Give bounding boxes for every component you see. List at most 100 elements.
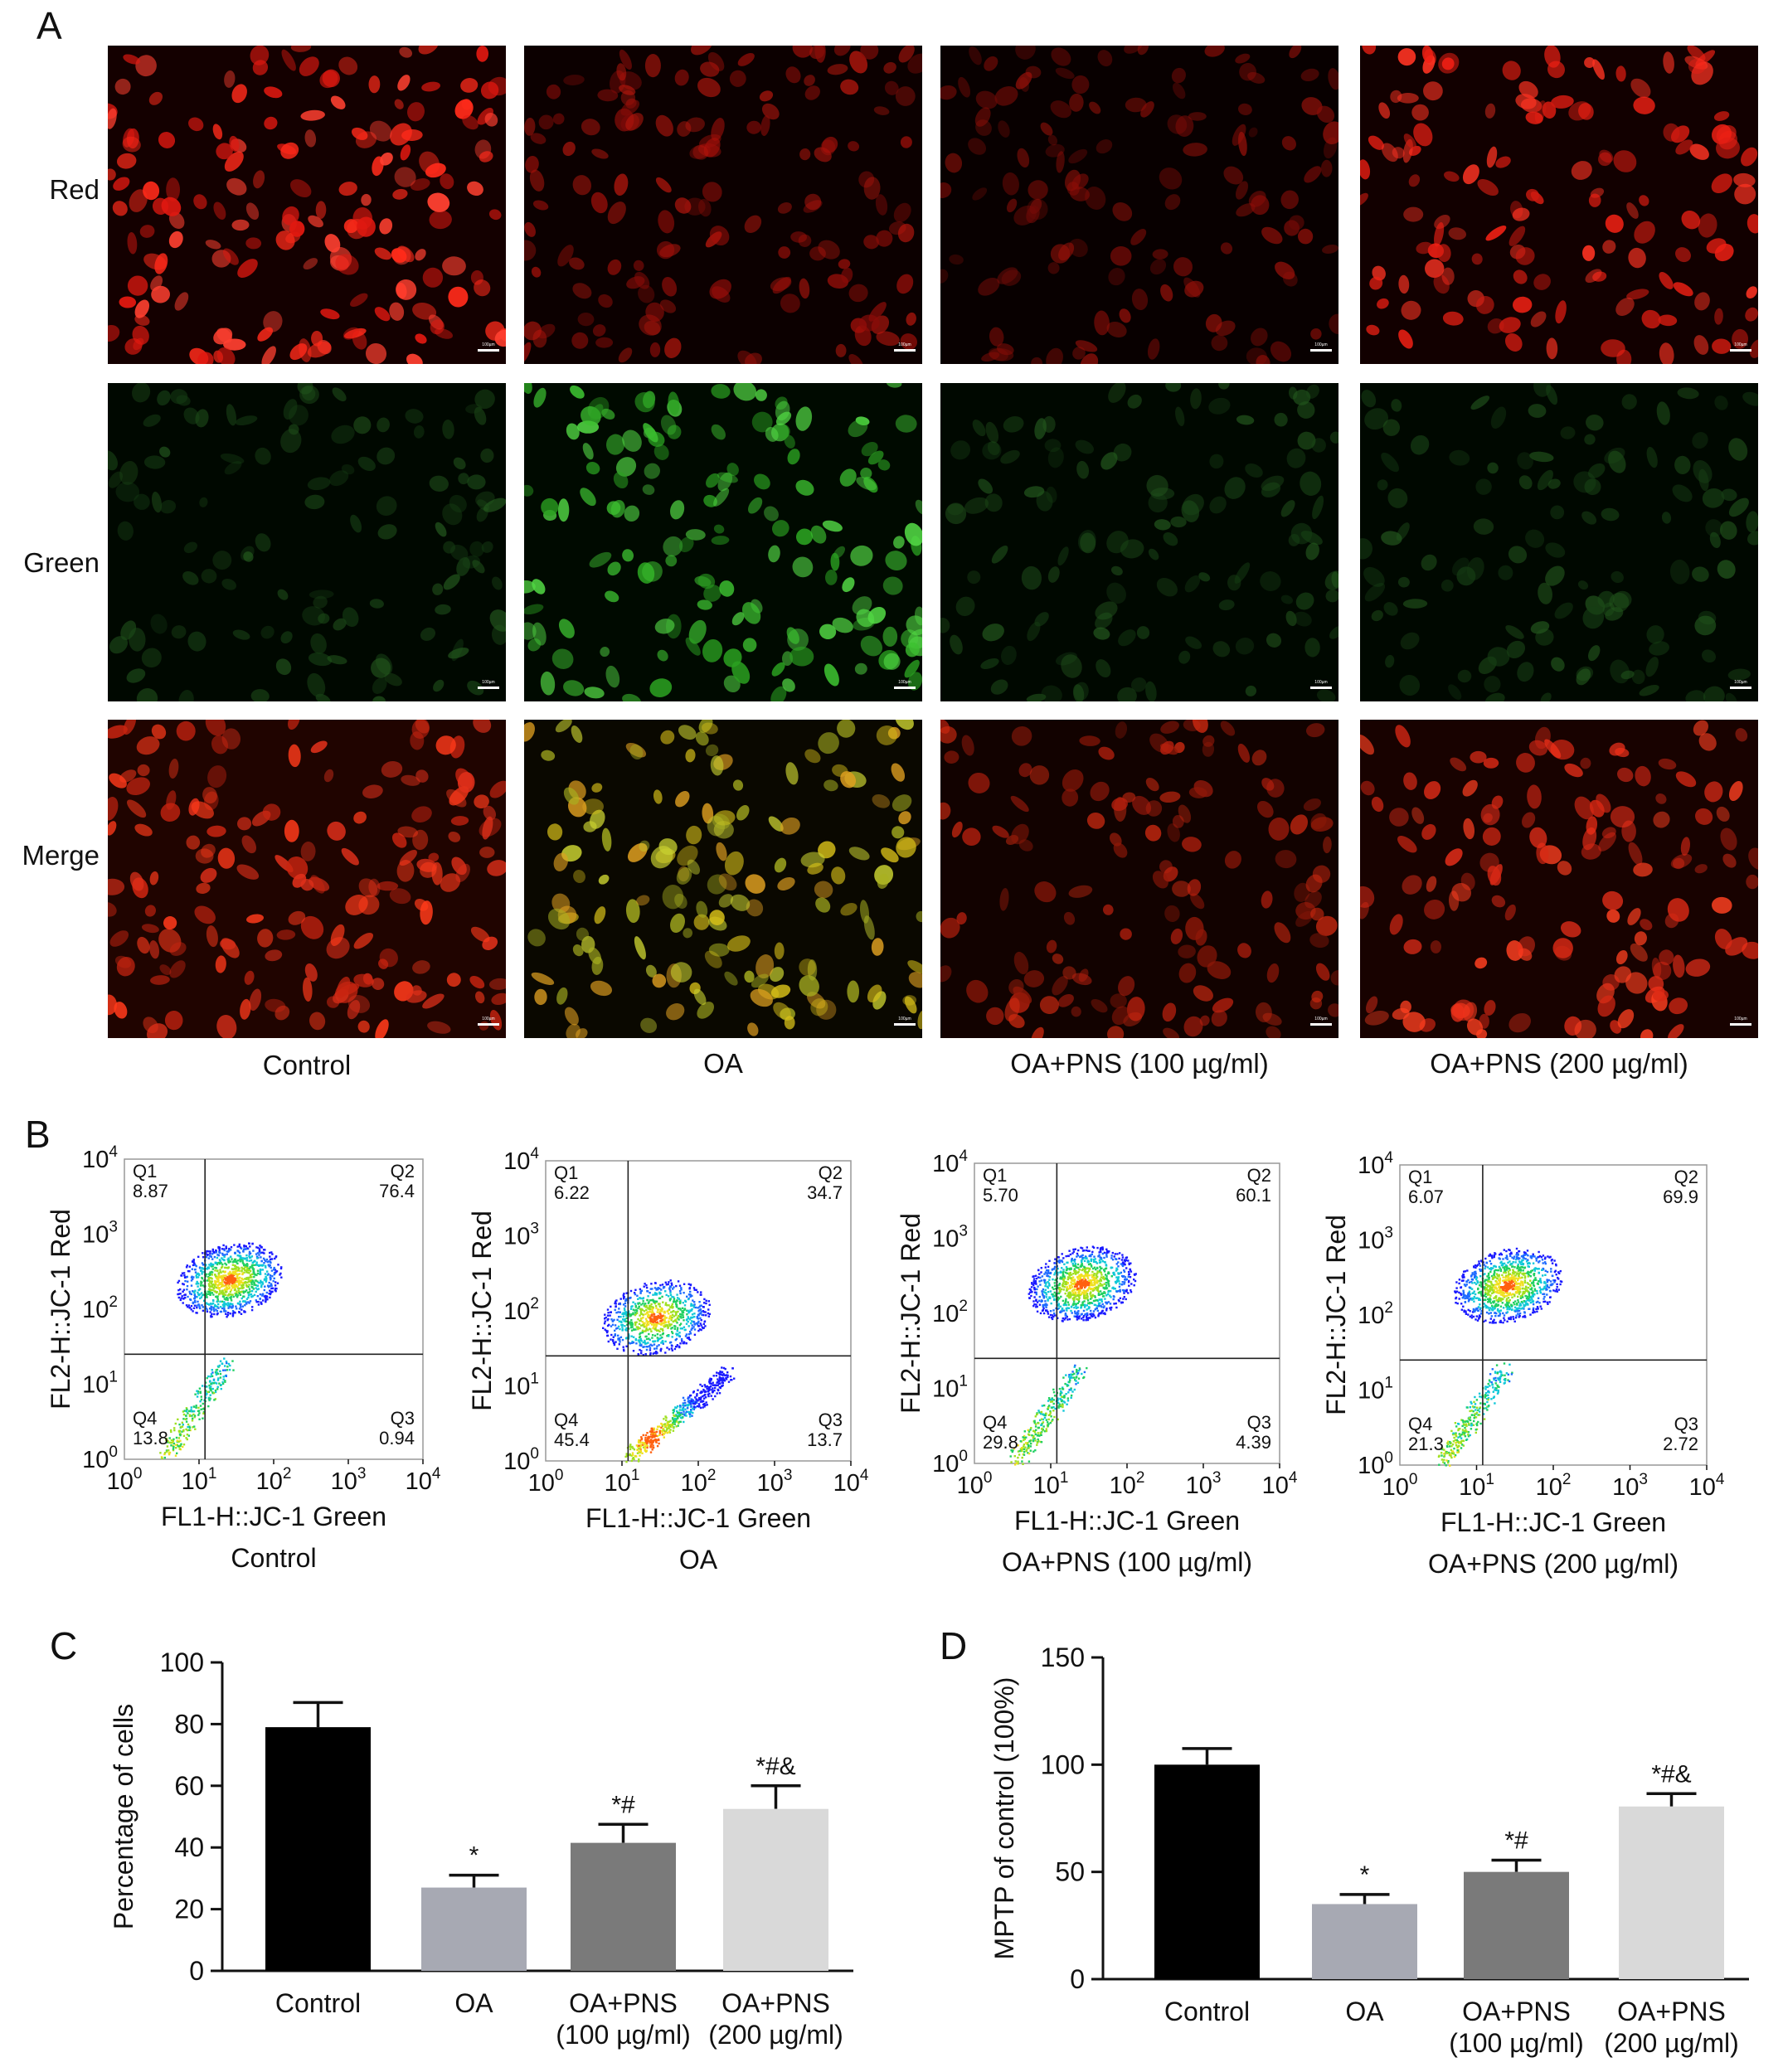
scale-bar: 100µm [478,342,499,352]
x-tick-label: 102 [681,1467,717,1497]
scale-bar: 100µm [478,1017,499,1026]
flow-x-axis-label: FL1-H::JC-1 Green [1440,1507,1666,1537]
significance-label: * [1360,1861,1370,1889]
y-tick-label: 102 [503,1295,539,1325]
quadrant-label-q4: Q4 [1408,1414,1432,1434]
x-tick-label: 101 [605,1467,640,1497]
y-tick-label: 20 [174,1895,204,1924]
x-tick-label: 101 [1459,1471,1494,1501]
x-tick-label: OA+PNS [1462,1997,1571,2026]
flow-group-label: OA+PNS (200 µg/ml) [1428,1549,1679,1579]
scale-bar: 100µm [1310,1017,1332,1026]
y-tick-label: 103 [82,1219,118,1249]
x-tick-label: 100 [528,1467,564,1497]
flow-y-axis-label: FL2-H::JC-1 Red [896,1213,926,1414]
col-label-control: Control [262,1050,352,1080]
flow-plot-2: Q16.22Q234.7Q445.4Q313.71001001011011021… [467,1145,869,1575]
quadrant-label-q2: Q2 [391,1161,415,1182]
y-tick-label: 103 [1358,1225,1393,1254]
col-label-pns200: OA+PNS (200 µg/ml) [1430,1048,1688,1079]
y-tick-label: 103 [503,1220,539,1250]
flow-plot-3: Q15.70Q260.1Q429.8Q34.391001001011011021… [896,1148,1298,1577]
x-tick-label: (100 µg/ml) [1449,2028,1583,2058]
x-tick-label: 101 [182,1465,217,1495]
significance-label: *#& [1651,1760,1691,1788]
x-tick-label: 103 [1612,1471,1648,1501]
col-label-oa: OA [703,1048,743,1079]
row-label-red: Red [49,174,100,205]
quadrant-label-q1: Q1 [983,1165,1007,1186]
bar [265,1727,371,1971]
flow-x-axis-label: FL1-H::JC-1 Green [1014,1506,1240,1536]
quadrant-label-q1: Q1 [1408,1167,1432,1187]
flow-y-axis-label: FL2-H::JC-1 Red [467,1211,497,1411]
y-tick-label: 102 [932,1298,968,1327]
micrograph-green-4: 100µm [1360,383,1758,701]
quadrant-value-q4: 21.3 [1408,1434,1444,1454]
x-tick-label: 101 [1033,1469,1069,1499]
flow-dots [1009,1245,1137,1466]
svg-text:100µm: 100µm [1314,342,1327,347]
micrograph-merge-4: 100µm [1360,720,1758,1038]
quadrant-label-q1: Q1 [133,1161,157,1182]
panel-letter-a: A [36,4,62,47]
micrograph-merge-2: 100µm [524,720,922,1038]
scale-bar: 100µm [1730,342,1751,352]
svg-text:100µm: 100µm [898,342,911,347]
x-tick-label: OA+PNS [569,1988,678,2018]
svg-text:100µm: 100µm [482,1017,494,1021]
x-tick-label: (100 µg/ml) [556,2020,690,2050]
significance-label: *# [611,1791,635,1818]
x-tick-label: 104 [406,1465,441,1495]
scale-bar: 100µm [1310,342,1332,352]
bar [421,1887,527,1971]
bar [723,1808,828,1971]
bar [1464,1871,1569,1979]
svg-text:100µm: 100µm [1314,680,1327,685]
flow-group-label: OA [679,1545,718,1575]
y-tick-label: 40 [174,1832,204,1862]
svg-text:100µm: 100µm [898,1017,911,1021]
quadrant-label-q2: Q2 [1247,1165,1271,1186]
quadrant-label-q3: Q3 [819,1410,843,1430]
y-tick-label: 101 [503,1371,539,1400]
scale-bar: 100µm [894,342,916,352]
y-tick-label: 101 [1358,1375,1393,1405]
quadrant-value-q2: 60.1 [1236,1185,1271,1206]
y-tick-label: 100 [1041,1749,1085,1779]
x-tick-label: 104 [1262,1469,1298,1499]
quadrant-value-q1: 5.70 [983,1185,1018,1206]
scale-bar: 100µm [478,680,499,689]
x-tick-label: 104 [1689,1471,1725,1501]
quadrant-label-q3: Q3 [1674,1414,1698,1434]
micrograph-red-1: 100µm [108,46,506,364]
y-axis-label: Percentage of cells [109,1704,138,1929]
y-tick-label: 102 [82,1293,118,1323]
bar [1154,1764,1260,1979]
quadrant-value-q2: 34.7 [807,1182,843,1203]
micrograph-red-3: 100µm [940,46,1338,364]
x-tick-label: 100 [1382,1471,1418,1501]
y-tick-label: 103 [932,1223,968,1253]
x-tick-label: 103 [757,1467,793,1497]
svg-text:100µm: 100µm [482,680,494,685]
flow-y-axis-label: FL2-H::JC-1 Red [46,1209,75,1410]
quadrant-value-q1: 6.22 [554,1182,590,1203]
significance-label: *# [1504,1827,1528,1854]
y-tick-label: 101 [82,1369,118,1399]
scale-bar: 100µm [1730,1017,1751,1026]
bar-chart-c: 0 20 40 60 80 100 Percentage of cells Control * O… [109,1647,853,2050]
x-tick-label: (200 µg/ml) [708,2020,843,2050]
x-tick-label: 100 [957,1469,993,1499]
flow-dots [1437,1247,1563,1467]
panel-letter-c: C [50,1624,78,1667]
bar [571,1842,676,1971]
x-tick-label: OA+PNS [1617,1997,1726,2026]
svg-text:100µm: 100µm [1734,342,1747,347]
y-tick-label: 50 [1055,1857,1085,1887]
scale-bar: 100µm [1730,680,1751,689]
quadrant-value-q2: 69.9 [1663,1186,1698,1207]
micrograph-red-2: 100µm [524,46,922,364]
flow-plot-frame [1399,1164,1708,1466]
quadrant-value-q4: 29.8 [983,1432,1018,1453]
